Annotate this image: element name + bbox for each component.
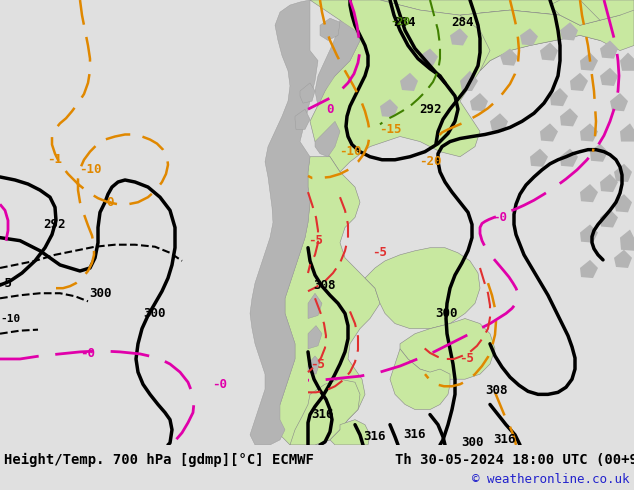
Text: 284: 284 — [394, 16, 417, 29]
Polygon shape — [295, 109, 310, 129]
Text: -5: -5 — [460, 352, 474, 366]
Polygon shape — [390, 349, 450, 410]
Polygon shape — [450, 28, 468, 46]
Text: 316: 316 — [311, 408, 333, 421]
Text: -5: -5 — [311, 358, 325, 370]
Polygon shape — [614, 250, 632, 268]
Polygon shape — [470, 93, 488, 111]
Polygon shape — [600, 209, 618, 227]
Polygon shape — [330, 419, 370, 445]
Polygon shape — [315, 20, 360, 106]
Polygon shape — [400, 73, 418, 91]
Text: 292: 292 — [418, 103, 441, 116]
Text: -5: -5 — [0, 277, 13, 290]
Polygon shape — [380, 99, 398, 117]
Polygon shape — [580, 123, 598, 142]
Polygon shape — [460, 0, 634, 71]
Text: 308: 308 — [313, 279, 335, 292]
Text: -10: -10 — [79, 163, 101, 176]
Polygon shape — [250, 0, 318, 445]
Polygon shape — [620, 52, 634, 71]
Polygon shape — [490, 113, 508, 131]
Text: -10: -10 — [0, 314, 20, 323]
Text: 316: 316 — [494, 433, 516, 446]
Text: Th 30-05-2024 18:00 UTC (00+90): Th 30-05-2024 18:00 UTC (00+90) — [395, 453, 634, 467]
Text: -15: -15 — [378, 123, 401, 136]
Polygon shape — [460, 71, 478, 91]
Polygon shape — [560, 108, 578, 126]
Polygon shape — [614, 194, 632, 212]
Text: 292: 292 — [44, 218, 66, 231]
Polygon shape — [310, 0, 620, 172]
Polygon shape — [610, 93, 628, 111]
Polygon shape — [540, 123, 558, 142]
Polygon shape — [550, 88, 568, 106]
Text: -0: -0 — [493, 211, 507, 224]
Text: -5: -5 — [373, 246, 387, 259]
Polygon shape — [308, 356, 320, 374]
Polygon shape — [590, 144, 608, 162]
Text: -10: -10 — [339, 145, 361, 158]
Polygon shape — [570, 73, 588, 91]
Text: 300: 300 — [461, 437, 483, 449]
Polygon shape — [400, 318, 495, 379]
Polygon shape — [580, 184, 598, 202]
Text: 0: 0 — [327, 103, 333, 116]
Polygon shape — [580, 260, 598, 278]
Polygon shape — [315, 122, 340, 157]
Text: 284: 284 — [452, 16, 474, 29]
Polygon shape — [560, 148, 578, 167]
Text: -1: -1 — [48, 153, 63, 166]
Text: Height/Temp. 700 hPa [gdmp][°C] ECMWF: Height/Temp. 700 hPa [gdmp][°C] ECMWF — [4, 453, 314, 467]
Text: 316: 316 — [364, 430, 386, 443]
Polygon shape — [614, 164, 632, 182]
Polygon shape — [320, 18, 340, 41]
Polygon shape — [600, 41, 618, 59]
Polygon shape — [310, 0, 634, 30]
Text: 316: 316 — [404, 428, 426, 441]
Text: © weatheronline.co.uk: © weatheronline.co.uk — [472, 473, 630, 487]
Polygon shape — [308, 293, 322, 318]
Text: -0: -0 — [212, 378, 228, 391]
Text: 300: 300 — [89, 287, 111, 300]
Text: 300: 300 — [144, 307, 166, 320]
Polygon shape — [530, 148, 548, 167]
Polygon shape — [500, 49, 518, 66]
Polygon shape — [620, 229, 634, 251]
Polygon shape — [540, 43, 558, 61]
Polygon shape — [580, 0, 634, 20]
Polygon shape — [300, 83, 315, 103]
Text: 300: 300 — [436, 307, 458, 320]
Polygon shape — [520, 28, 538, 46]
Polygon shape — [308, 325, 322, 349]
Polygon shape — [420, 49, 438, 66]
Polygon shape — [550, 0, 634, 25]
Text: -5: -5 — [309, 234, 323, 247]
Polygon shape — [580, 224, 598, 243]
Text: 0: 0 — [107, 196, 113, 209]
Polygon shape — [290, 379, 360, 445]
Text: 308: 308 — [486, 384, 508, 397]
Polygon shape — [580, 52, 598, 71]
Polygon shape — [600, 68, 618, 86]
Polygon shape — [560, 22, 578, 41]
Polygon shape — [365, 248, 480, 329]
Polygon shape — [620, 123, 634, 142]
Text: -0: -0 — [81, 347, 96, 361]
Text: -20: -20 — [390, 17, 410, 27]
Polygon shape — [275, 157, 380, 445]
Text: -20: -20 — [418, 155, 441, 168]
Polygon shape — [600, 174, 618, 192]
